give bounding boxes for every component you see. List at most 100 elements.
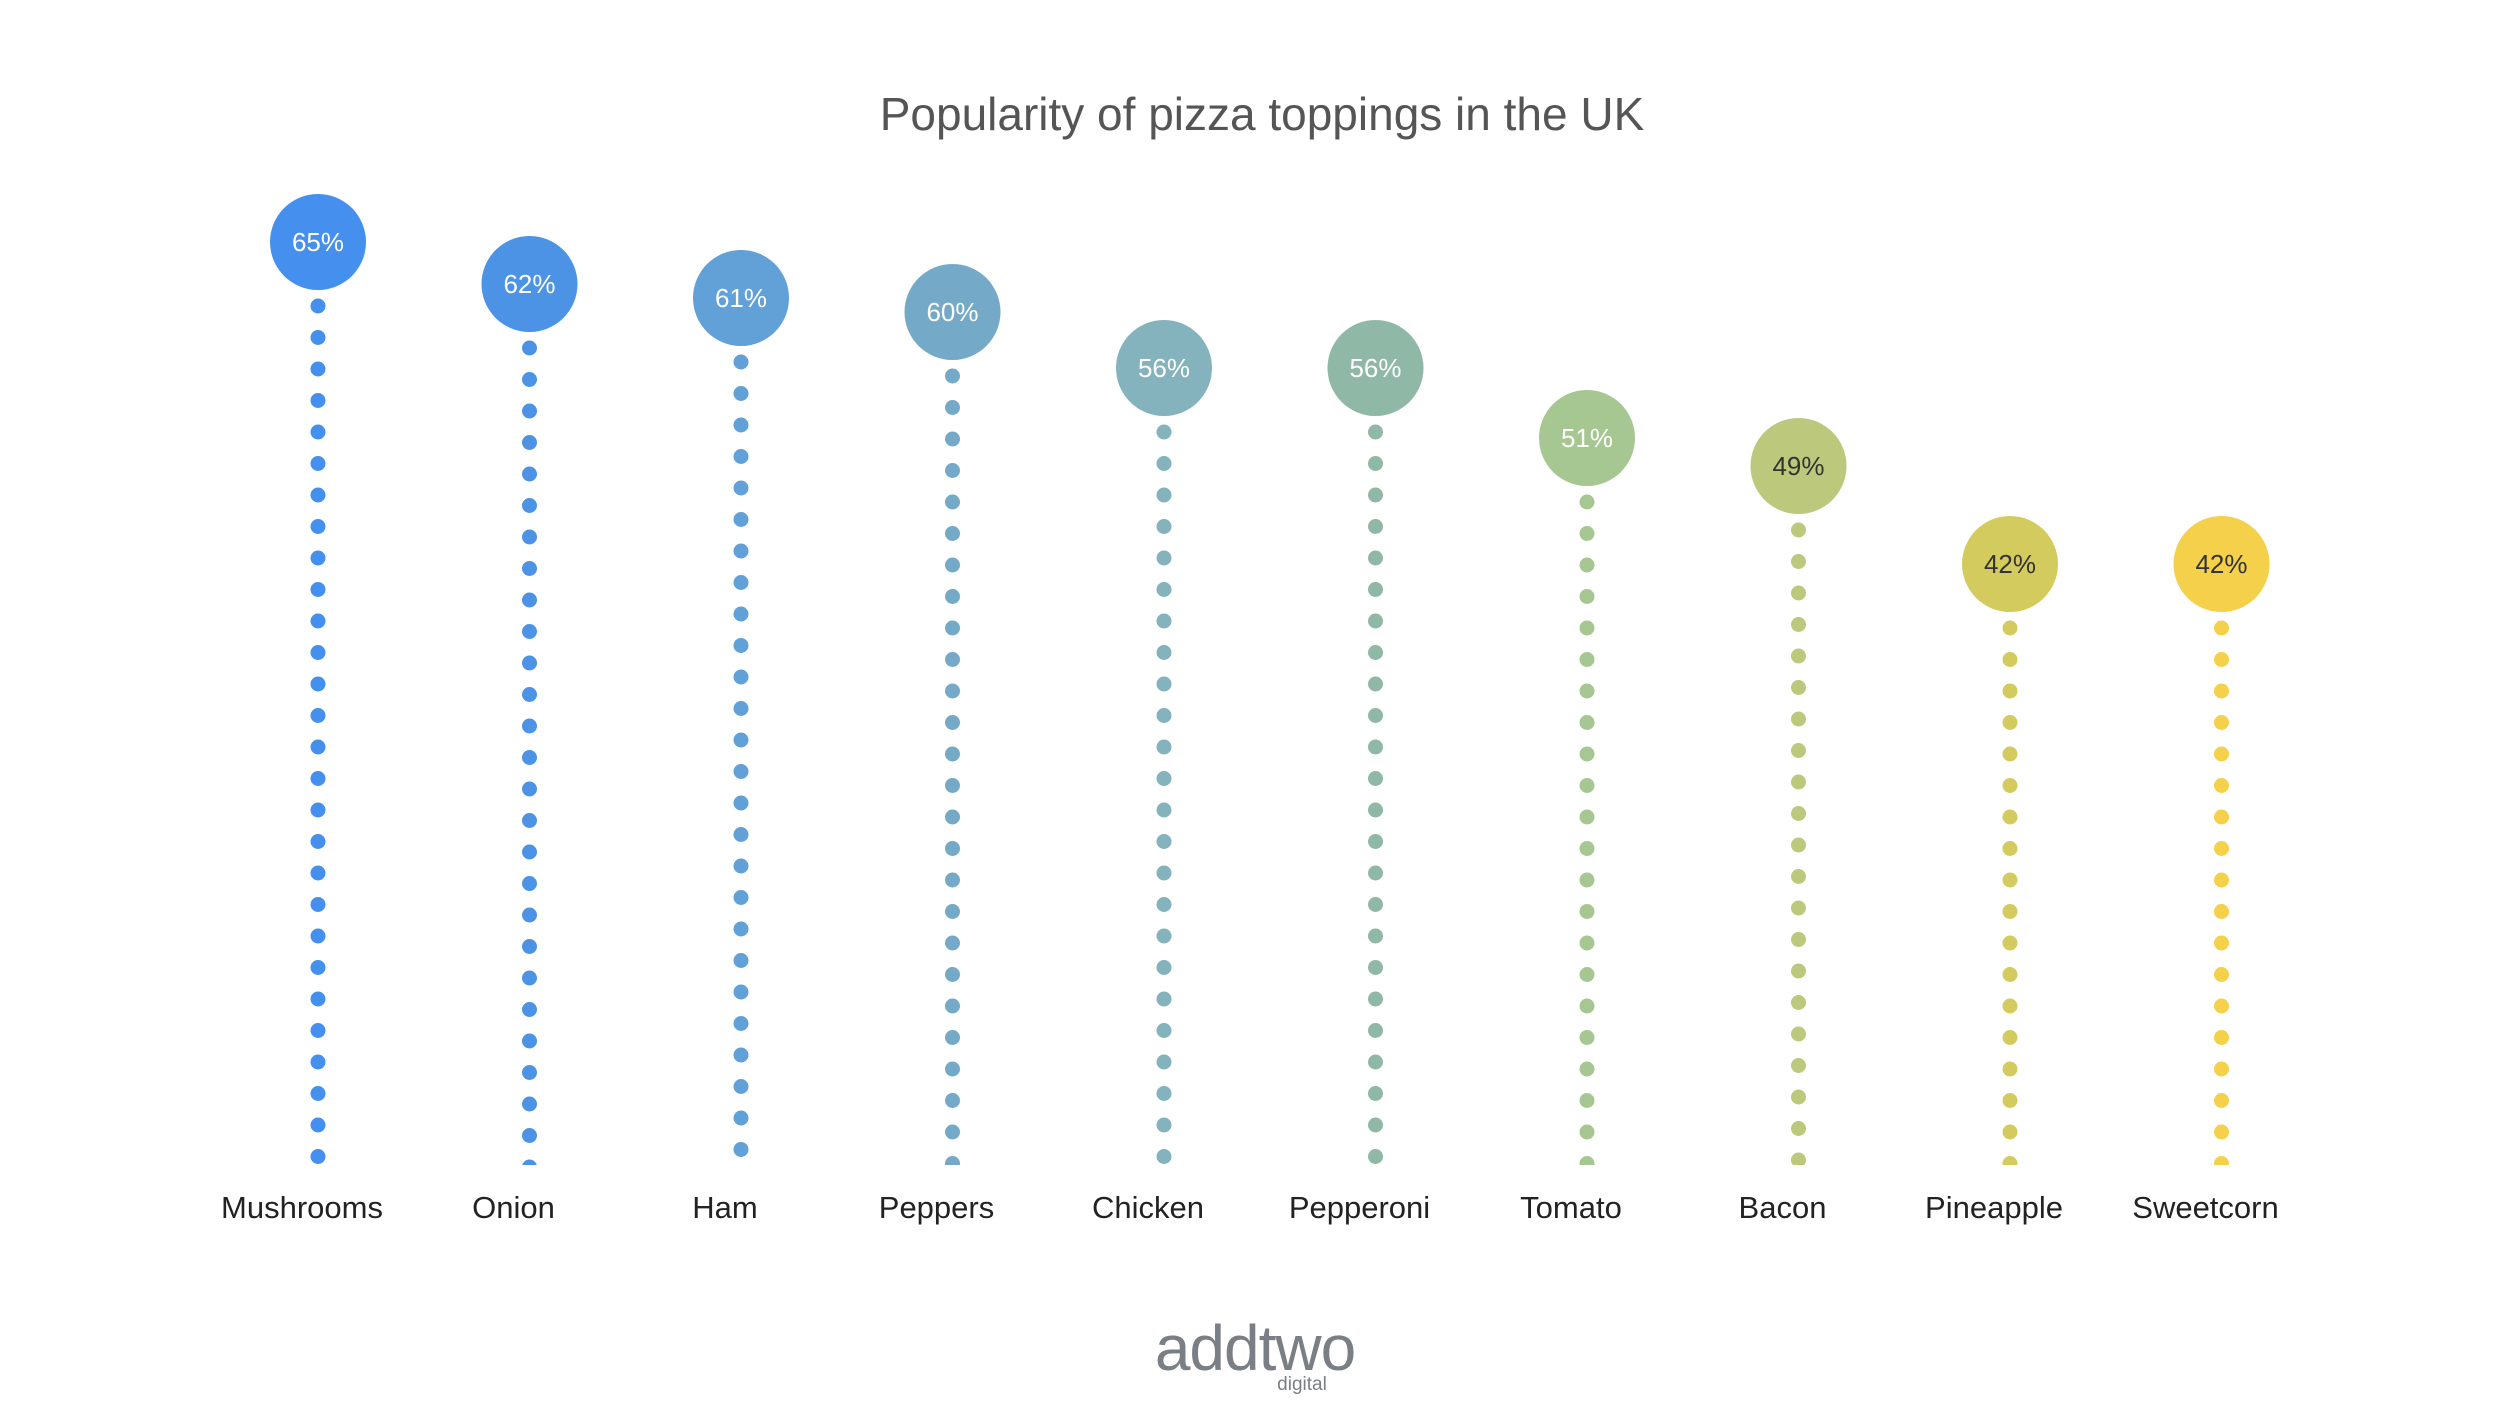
stem-dot bbox=[1368, 456, 1383, 471]
stem-dot bbox=[310, 298, 326, 314]
stem-dot bbox=[1791, 1026, 1806, 1042]
stem-chicken bbox=[1156, 424, 1172, 1164]
stem-dot bbox=[310, 1149, 326, 1164]
stem-dot bbox=[733, 1142, 749, 1157]
stem-dot bbox=[310, 1117, 326, 1133]
stem-dot bbox=[1156, 928, 1172, 944]
stem-dot bbox=[1791, 554, 1806, 569]
stem-dot bbox=[1579, 1156, 1595, 1165]
stem-dot bbox=[945, 1030, 960, 1045]
value-label-sweetcorn: 42% bbox=[2195, 549, 2247, 579]
stem-dot bbox=[1156, 739, 1172, 755]
stem-dot bbox=[945, 778, 960, 793]
stem-dot bbox=[1579, 998, 1595, 1014]
stem-dot bbox=[310, 708, 326, 723]
stem-dot bbox=[945, 841, 960, 856]
stem-dot bbox=[2214, 1030, 2229, 1045]
stem-dot bbox=[1156, 1117, 1172, 1133]
lollipop-bacon: 49% bbox=[1750, 418, 1847, 1165]
stem-dot bbox=[1791, 1152, 1806, 1165]
stem-bacon bbox=[1791, 522, 1806, 1165]
stem-dot bbox=[945, 620, 960, 636]
stem-dot bbox=[522, 624, 537, 639]
stem-dot bbox=[2002, 967, 2018, 982]
stem-dot bbox=[1368, 1086, 1383, 1101]
stem-dot bbox=[945, 904, 960, 919]
stem-dot bbox=[2002, 1093, 2018, 1108]
stem-dot bbox=[1368, 582, 1383, 597]
stem-dot bbox=[733, 764, 749, 779]
stem-dot bbox=[733, 858, 749, 874]
value-bubble-peppers bbox=[904, 264, 1001, 360]
stem-dot bbox=[310, 330, 326, 345]
stem-dot bbox=[310, 1054, 326, 1070]
stem-dot bbox=[1368, 1054, 1383, 1070]
value-bubble-ham bbox=[693, 250, 789, 346]
stem-dot bbox=[1791, 617, 1806, 632]
stem-dot bbox=[1368, 708, 1383, 723]
category-label-onion: Onion bbox=[472, 1190, 555, 1225]
stem-dot bbox=[522, 466, 537, 482]
stem-dot bbox=[945, 1061, 960, 1077]
stem-dot bbox=[1368, 424, 1383, 440]
stem-dot bbox=[733, 669, 749, 685]
stem-dot bbox=[733, 512, 749, 527]
stem-dot bbox=[522, 687, 537, 702]
stem-dot bbox=[310, 1086, 326, 1101]
stem-dot bbox=[522, 340, 537, 356]
stem-dot bbox=[1368, 519, 1383, 534]
lollipop-ham: 61% bbox=[693, 250, 789, 1157]
stem-dot bbox=[2214, 778, 2229, 793]
stem-dot bbox=[1156, 645, 1172, 660]
stem-dot bbox=[945, 683, 960, 699]
stem-dot bbox=[310, 519, 326, 534]
stem-dot bbox=[2214, 1156, 2229, 1165]
stem-dot bbox=[733, 890, 749, 905]
stem-dot bbox=[522, 1096, 537, 1112]
stem-dot bbox=[1368, 1023, 1383, 1038]
stem-dot bbox=[733, 1079, 749, 1094]
stem-dot bbox=[1156, 424, 1172, 440]
stem-dot bbox=[522, 403, 537, 419]
stem-dot bbox=[1579, 841, 1595, 856]
category-label-peppers: Peppers bbox=[879, 1190, 994, 1225]
category-label-ham: Ham bbox=[692, 1190, 757, 1225]
lollipop-peppers: 60% bbox=[904, 264, 1001, 1165]
stem-dot bbox=[2002, 1030, 2018, 1045]
stem-dot bbox=[310, 361, 326, 377]
stem-dot bbox=[1156, 456, 1172, 471]
value-label-pineapple: 42% bbox=[1984, 549, 2036, 579]
stem-dot bbox=[2002, 809, 2018, 825]
stem-dot bbox=[1368, 960, 1383, 975]
stem-dot bbox=[310, 865, 326, 881]
stem-dot bbox=[2214, 652, 2229, 667]
stem-dot bbox=[945, 935, 960, 951]
stem-dot bbox=[522, 718, 537, 734]
stem-dot bbox=[733, 921, 749, 937]
stem-dot bbox=[1156, 582, 1172, 597]
stem-dot bbox=[1791, 806, 1806, 821]
stem-dot bbox=[310, 897, 326, 912]
stem-dot bbox=[733, 386, 749, 401]
stem-dot bbox=[2214, 872, 2229, 888]
stem-dot bbox=[2214, 1061, 2229, 1077]
stem-dot bbox=[733, 984, 749, 1000]
stem-dot bbox=[1579, 778, 1595, 793]
stem-dot bbox=[522, 750, 537, 765]
stem-dot bbox=[522, 592, 537, 608]
stem-dot bbox=[522, 1002, 537, 1017]
stem-dot bbox=[310, 834, 326, 849]
stem-dot bbox=[1156, 676, 1172, 692]
stem-dot bbox=[1579, 652, 1595, 667]
value-bubble-sweetcorn bbox=[2173, 516, 2270, 612]
stem-dot bbox=[1368, 991, 1383, 1007]
stem-dot bbox=[945, 652, 960, 667]
stem-dot bbox=[522, 970, 537, 986]
stem-dot bbox=[1791, 837, 1806, 853]
stem-dot bbox=[1156, 960, 1172, 975]
value-label-pepperoni: 56% bbox=[1349, 353, 1401, 383]
stem-dot bbox=[1791, 1089, 1806, 1105]
stem-dot bbox=[1791, 648, 1806, 664]
stem-dot bbox=[2002, 715, 2018, 730]
